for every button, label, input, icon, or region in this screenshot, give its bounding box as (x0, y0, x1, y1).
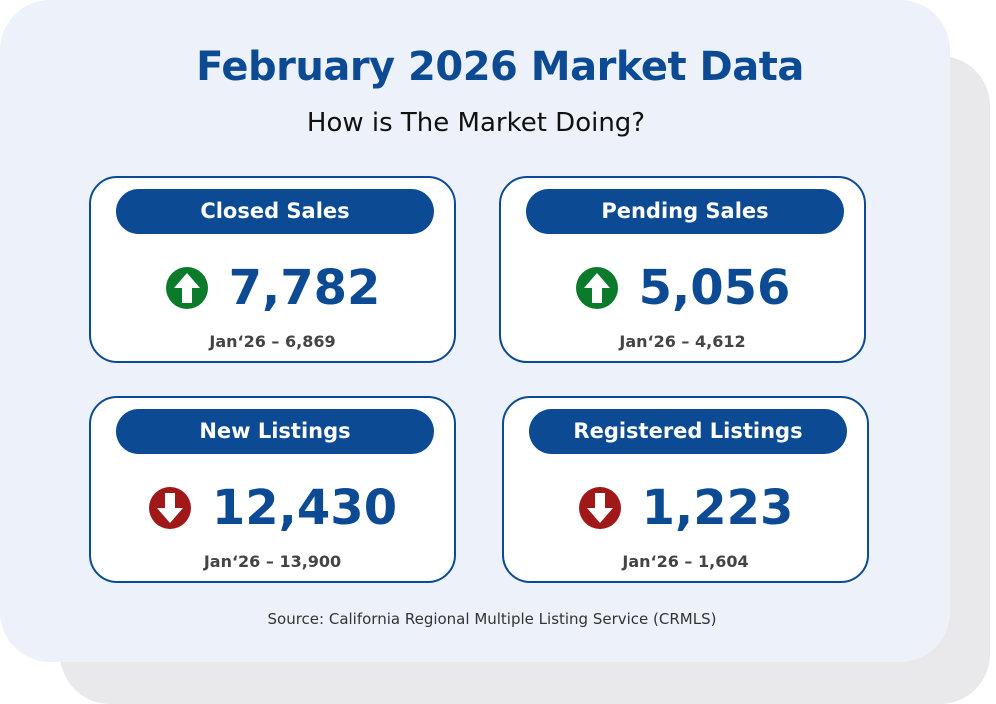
value-row: 5,056 (501, 258, 864, 318)
value-row: 7,782 (91, 258, 454, 318)
comparison: Jan‘26 – 6,869 (209, 332, 336, 351)
panel: February 2026 Market Data How is The Mar… (0, 0, 950, 662)
title: February 2026 Market Data (196, 44, 804, 90)
metric-card: Closed Sales 7,782 Jan‘26 – 6,869 (89, 176, 456, 363)
metric-card: Pending Sales 5,056 Jan‘26 – 4,612 (499, 176, 866, 363)
comparison: Jan‘26 – 13,900 (203, 552, 342, 571)
subtitle: How is The Market Doing? (306, 108, 646, 138)
metric-card: Registered Listings 1,223 Jan‘26 – 1,604 (502, 396, 869, 583)
source: Source: California Regional Multiple Lis… (267, 610, 717, 628)
arrow-down-icon (578, 487, 621, 529)
arrow-up-icon (165, 267, 208, 309)
metric-value: 7,782 (228, 260, 381, 316)
metric-value: 1,223 (641, 480, 794, 536)
card-label: Closed Sales (116, 189, 434, 234)
metric-card: New Listings 12,430 Jan‘26 – 13,900 (89, 396, 456, 583)
comparison: Jan‘26 – 1,604 (622, 552, 749, 571)
card-label: Registered Listings (529, 409, 847, 454)
card-label: Pending Sales (526, 189, 844, 234)
metric-value: 12,430 (211, 480, 398, 536)
comparison: Jan‘26 – 4,612 (619, 332, 746, 351)
metric-value: 5,056 (638, 260, 791, 316)
arrow-up-icon (575, 267, 618, 309)
value-row: 1,223 (504, 478, 867, 538)
value-row: 12,430 (91, 478, 454, 538)
arrow-down-icon (148, 487, 191, 529)
card-label: New Listings (116, 409, 434, 454)
